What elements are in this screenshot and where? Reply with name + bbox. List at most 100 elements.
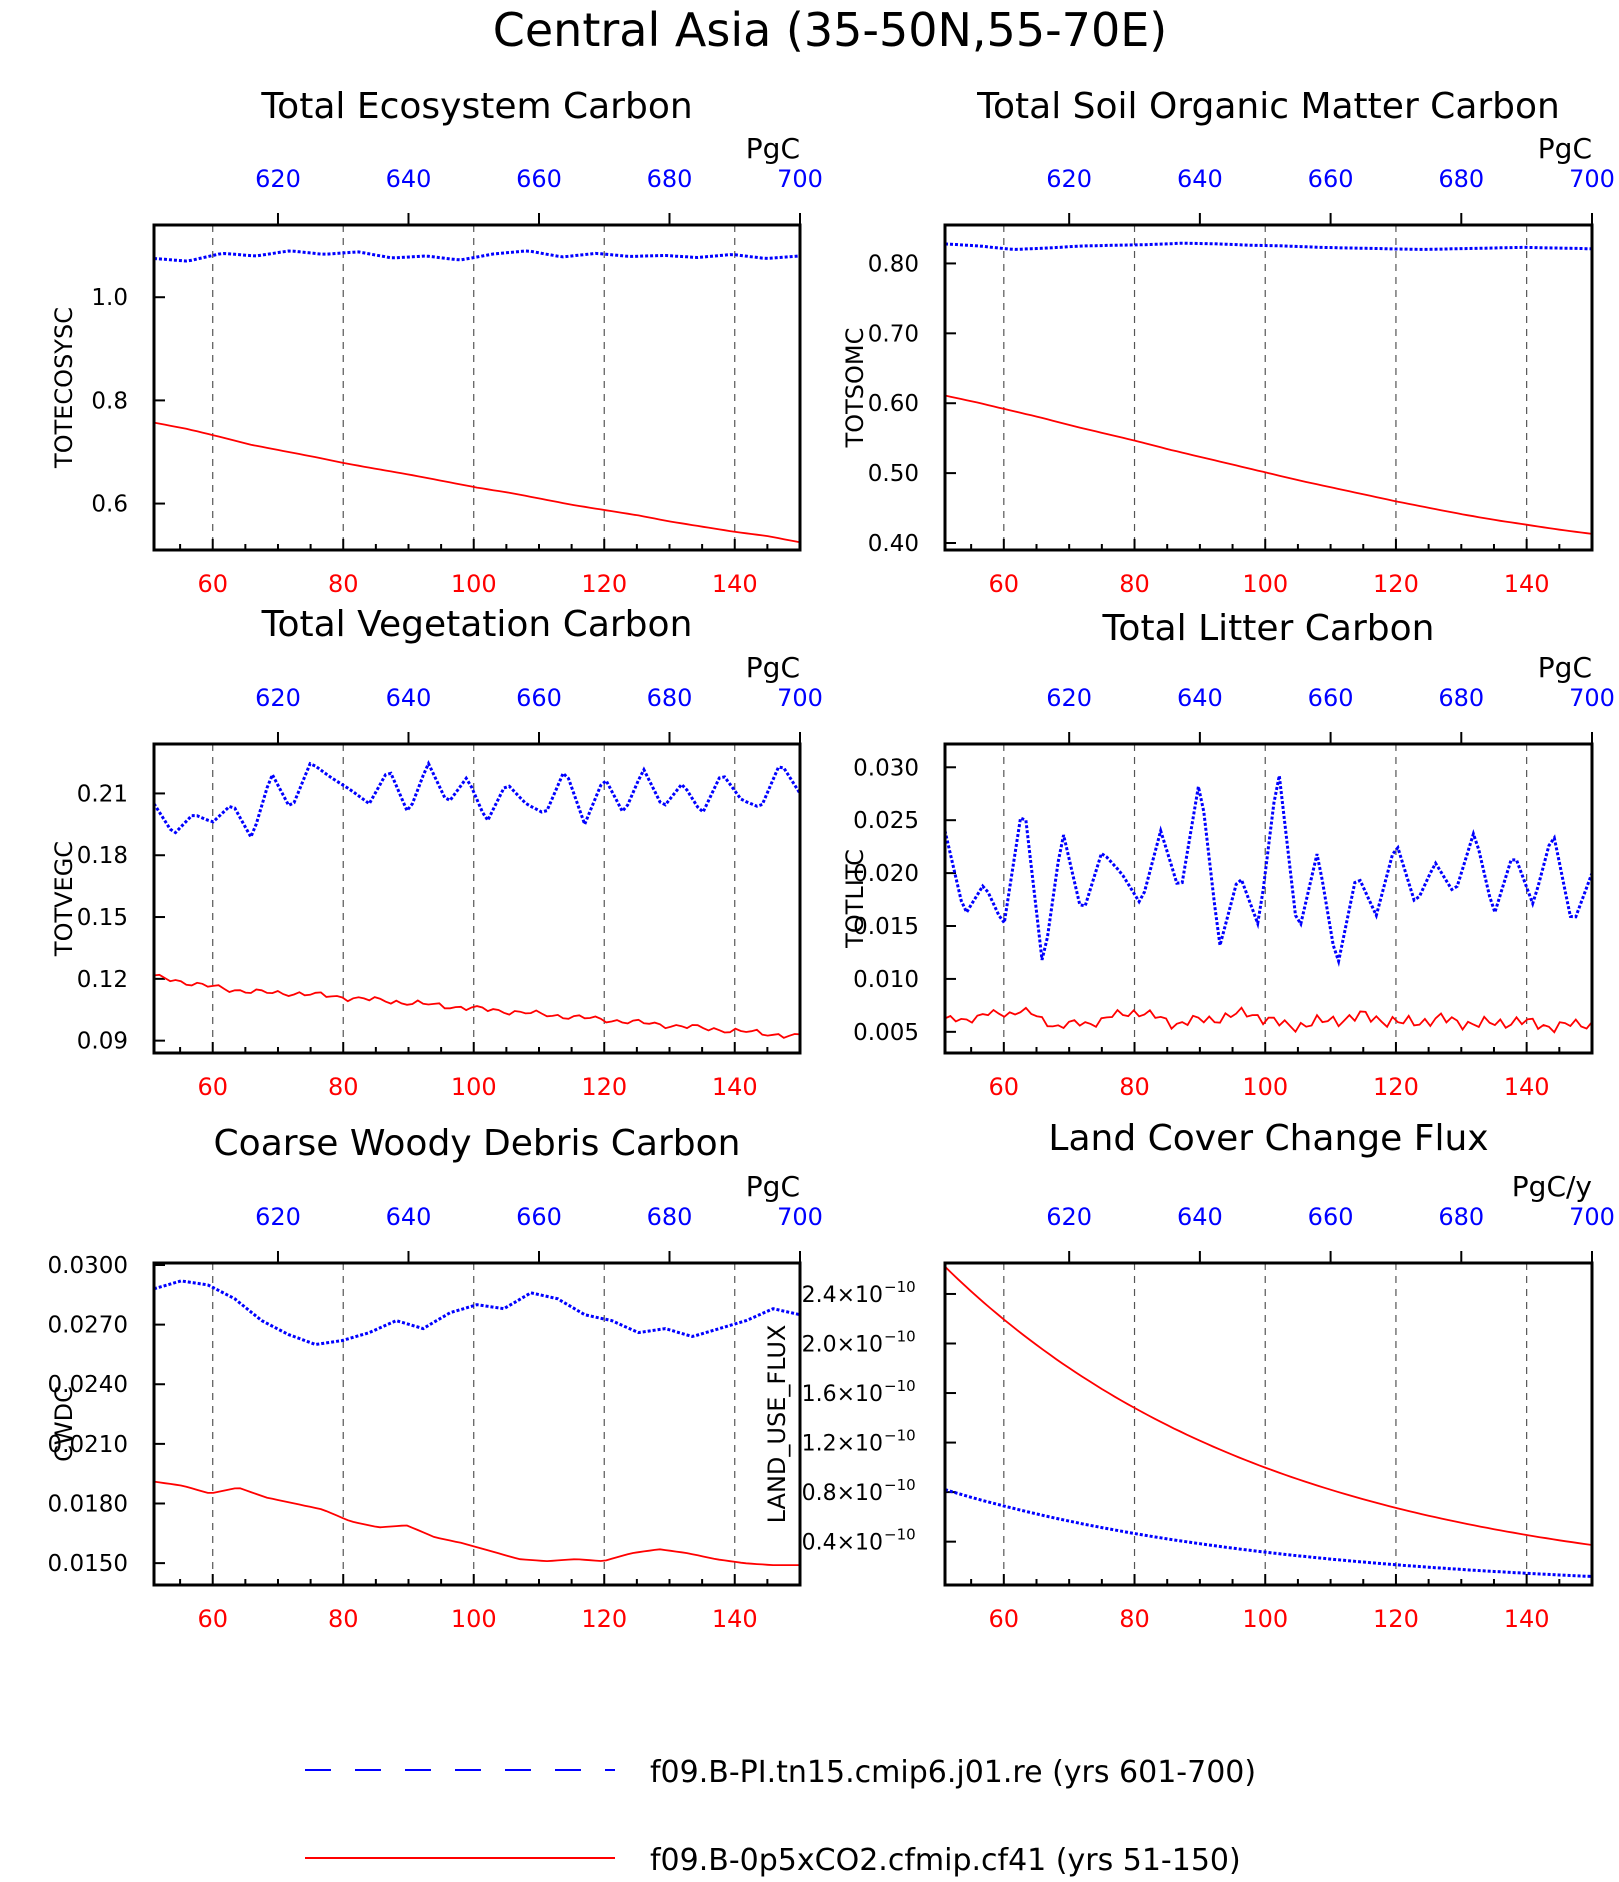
plot-frame xyxy=(943,742,1594,1055)
series-control-line xyxy=(154,249,800,263)
y-tick-label: 0.60 xyxy=(868,391,919,417)
y-tick-label: 0.0150 xyxy=(48,1551,128,1577)
x-tick-label: 80 xyxy=(1119,570,1150,598)
y-tick-label: 0.50 xyxy=(868,461,919,487)
y-axis-label: TOTLITC xyxy=(841,849,869,949)
y-tick-label: 0.005 xyxy=(853,1020,919,1046)
y-tick-label: 0.0210 xyxy=(48,1432,128,1458)
series-experiment-line xyxy=(154,973,800,1039)
x-tick-label: 140 xyxy=(712,1605,758,1633)
x2-tick-label: 640 xyxy=(386,684,432,712)
y-tick-label: 0.4×10 xyxy=(802,1531,883,1556)
x2-tick-label: 680 xyxy=(647,165,693,193)
x2-tick-label: 660 xyxy=(1308,1203,1354,1231)
x2-tick-label: 700 xyxy=(777,684,823,712)
x2-tick-label: 680 xyxy=(647,684,693,712)
y-tick-label: 1.2×10 xyxy=(802,1432,883,1457)
y-tick-label: 1.0 xyxy=(91,285,128,311)
legend-control-label: f09.B-PI.tn15.cmip6.j01.re (yrs 601-700) xyxy=(650,1755,1256,1790)
plot-frame xyxy=(152,223,802,552)
panel-title: Total Soil Organic Matter Carbon xyxy=(976,86,1560,127)
panel-title: Land Cover Change Flux xyxy=(1048,1118,1488,1159)
x-tick-label: 80 xyxy=(328,570,359,598)
x-tick-label: 80 xyxy=(328,1605,359,1633)
x2-tick-label: 640 xyxy=(386,165,432,193)
x2-tick-label: 660 xyxy=(516,1203,562,1231)
x-tick-label: 100 xyxy=(451,570,497,598)
y-tick-label: 0.18 xyxy=(77,843,128,869)
y-tick-exponent: −10 xyxy=(884,1427,916,1445)
x2-tick-label: 620 xyxy=(255,1203,301,1231)
x-tick-label: 140 xyxy=(1504,1073,1550,1101)
panel-title: Total Vegetation Carbon xyxy=(261,604,693,645)
legend-experiment-label: f09.B-0p5xCO2.cfmip.cf41 (yrs 51-150) xyxy=(650,1843,1241,1878)
y-axis-label: LAND_USE_FLUX xyxy=(763,1325,791,1524)
y-tick-label: 0.70 xyxy=(868,321,919,347)
y-axis-label: CWDC xyxy=(50,1386,78,1462)
x2-tick-label: 680 xyxy=(1438,165,1484,193)
top-axis-unit: PgC xyxy=(746,132,800,165)
top-axis-unit: PgC xyxy=(746,1170,800,1203)
x-tick-label: 60 xyxy=(989,1073,1020,1101)
x-tick-label: 140 xyxy=(1504,1605,1550,1633)
y-tick-exponent: −10 xyxy=(884,1328,916,1346)
series-experiment-line xyxy=(154,421,800,544)
x2-tick-label: 700 xyxy=(777,165,823,193)
x-tick-label: 60 xyxy=(197,1605,228,1633)
y-tick-label: 0.0240 xyxy=(48,1372,128,1398)
x-tick-label: 120 xyxy=(581,570,627,598)
y-tick-label: 0.6 xyxy=(91,492,128,518)
x2-tick-label: 640 xyxy=(1177,1203,1223,1231)
y-tick-label: 0.030 xyxy=(853,755,919,781)
panel-5: Coarse Woody Debris Carbon CWDC PgC 60 80 100… xyxy=(48,1123,823,1633)
x-tick-label: 60 xyxy=(197,570,228,598)
x-tick-label: 60 xyxy=(989,570,1020,598)
x2-tick-label: 620 xyxy=(1046,684,1092,712)
x2-tick-label: 680 xyxy=(1438,684,1484,712)
y-tick-exponent: −10 xyxy=(884,1476,916,1494)
figure-title: Central Asia (35-50N,55-70E) xyxy=(493,3,1167,57)
panel-title: Coarse Woody Debris Carbon xyxy=(214,1123,741,1164)
x2-tick-label: 620 xyxy=(1046,165,1092,193)
series-control-line xyxy=(945,775,1592,967)
y-axis-label: TOTSOMC xyxy=(841,328,869,449)
x-tick-label: 100 xyxy=(1242,1605,1288,1633)
y-tick-exponent: −10 xyxy=(884,1278,916,1296)
x-tick-label: 120 xyxy=(1373,1073,1419,1101)
plot-frame xyxy=(943,223,1594,552)
x-tick-label: 120 xyxy=(1373,570,1419,598)
x-tick-label: 100 xyxy=(451,1073,497,1101)
series-control-line xyxy=(945,241,1592,251)
top-axis-unit: PgC xyxy=(1538,132,1592,165)
x-tick-label: 60 xyxy=(197,1073,228,1101)
panel-2: Total Soil Organic Matter Carbon TOTSOMC P… xyxy=(841,86,1615,598)
x2-tick-label: 660 xyxy=(516,165,562,193)
y-tick-label: 0.21 xyxy=(77,781,128,807)
y-tick-label: 0.80 xyxy=(868,251,919,277)
series-experiment-line xyxy=(945,394,1592,535)
series-experiment-line xyxy=(945,1266,1592,1546)
x2-tick-label: 620 xyxy=(1046,1203,1092,1231)
panel-title: Total Litter Carbon xyxy=(1102,608,1435,649)
x-tick-label: 80 xyxy=(328,1073,359,1101)
x2-tick-label: 660 xyxy=(516,684,562,712)
x2-tick-label: 700 xyxy=(1569,684,1615,712)
x2-tick-label: 680 xyxy=(1438,1203,1484,1231)
series-control-line xyxy=(945,1488,1592,1578)
x-tick-label: 100 xyxy=(1242,1073,1288,1101)
y-tick-label: 2.4×10 xyxy=(802,1283,883,1308)
y-tick-label: 0.0180 xyxy=(48,1492,128,1518)
x2-tick-label: 620 xyxy=(255,165,301,193)
panels: Total Ecosystem Carbon TOTECOSYSC PgC 60 80 1… xyxy=(48,86,1615,1633)
x2-tick-label: 700 xyxy=(1569,165,1615,193)
y-tick-label: 0.8×10 xyxy=(802,1481,883,1506)
y-axis-label: TOTVEGC xyxy=(50,841,78,957)
x2-tick-label: 640 xyxy=(386,1203,432,1231)
x-tick-label: 60 xyxy=(989,1605,1020,1633)
y-tick-label: 1.6×10 xyxy=(802,1382,883,1407)
plot-frame xyxy=(152,1261,802,1587)
x2-tick-label: 660 xyxy=(1308,684,1354,712)
plot-frame xyxy=(152,742,802,1055)
x-tick-label: 140 xyxy=(712,570,758,598)
